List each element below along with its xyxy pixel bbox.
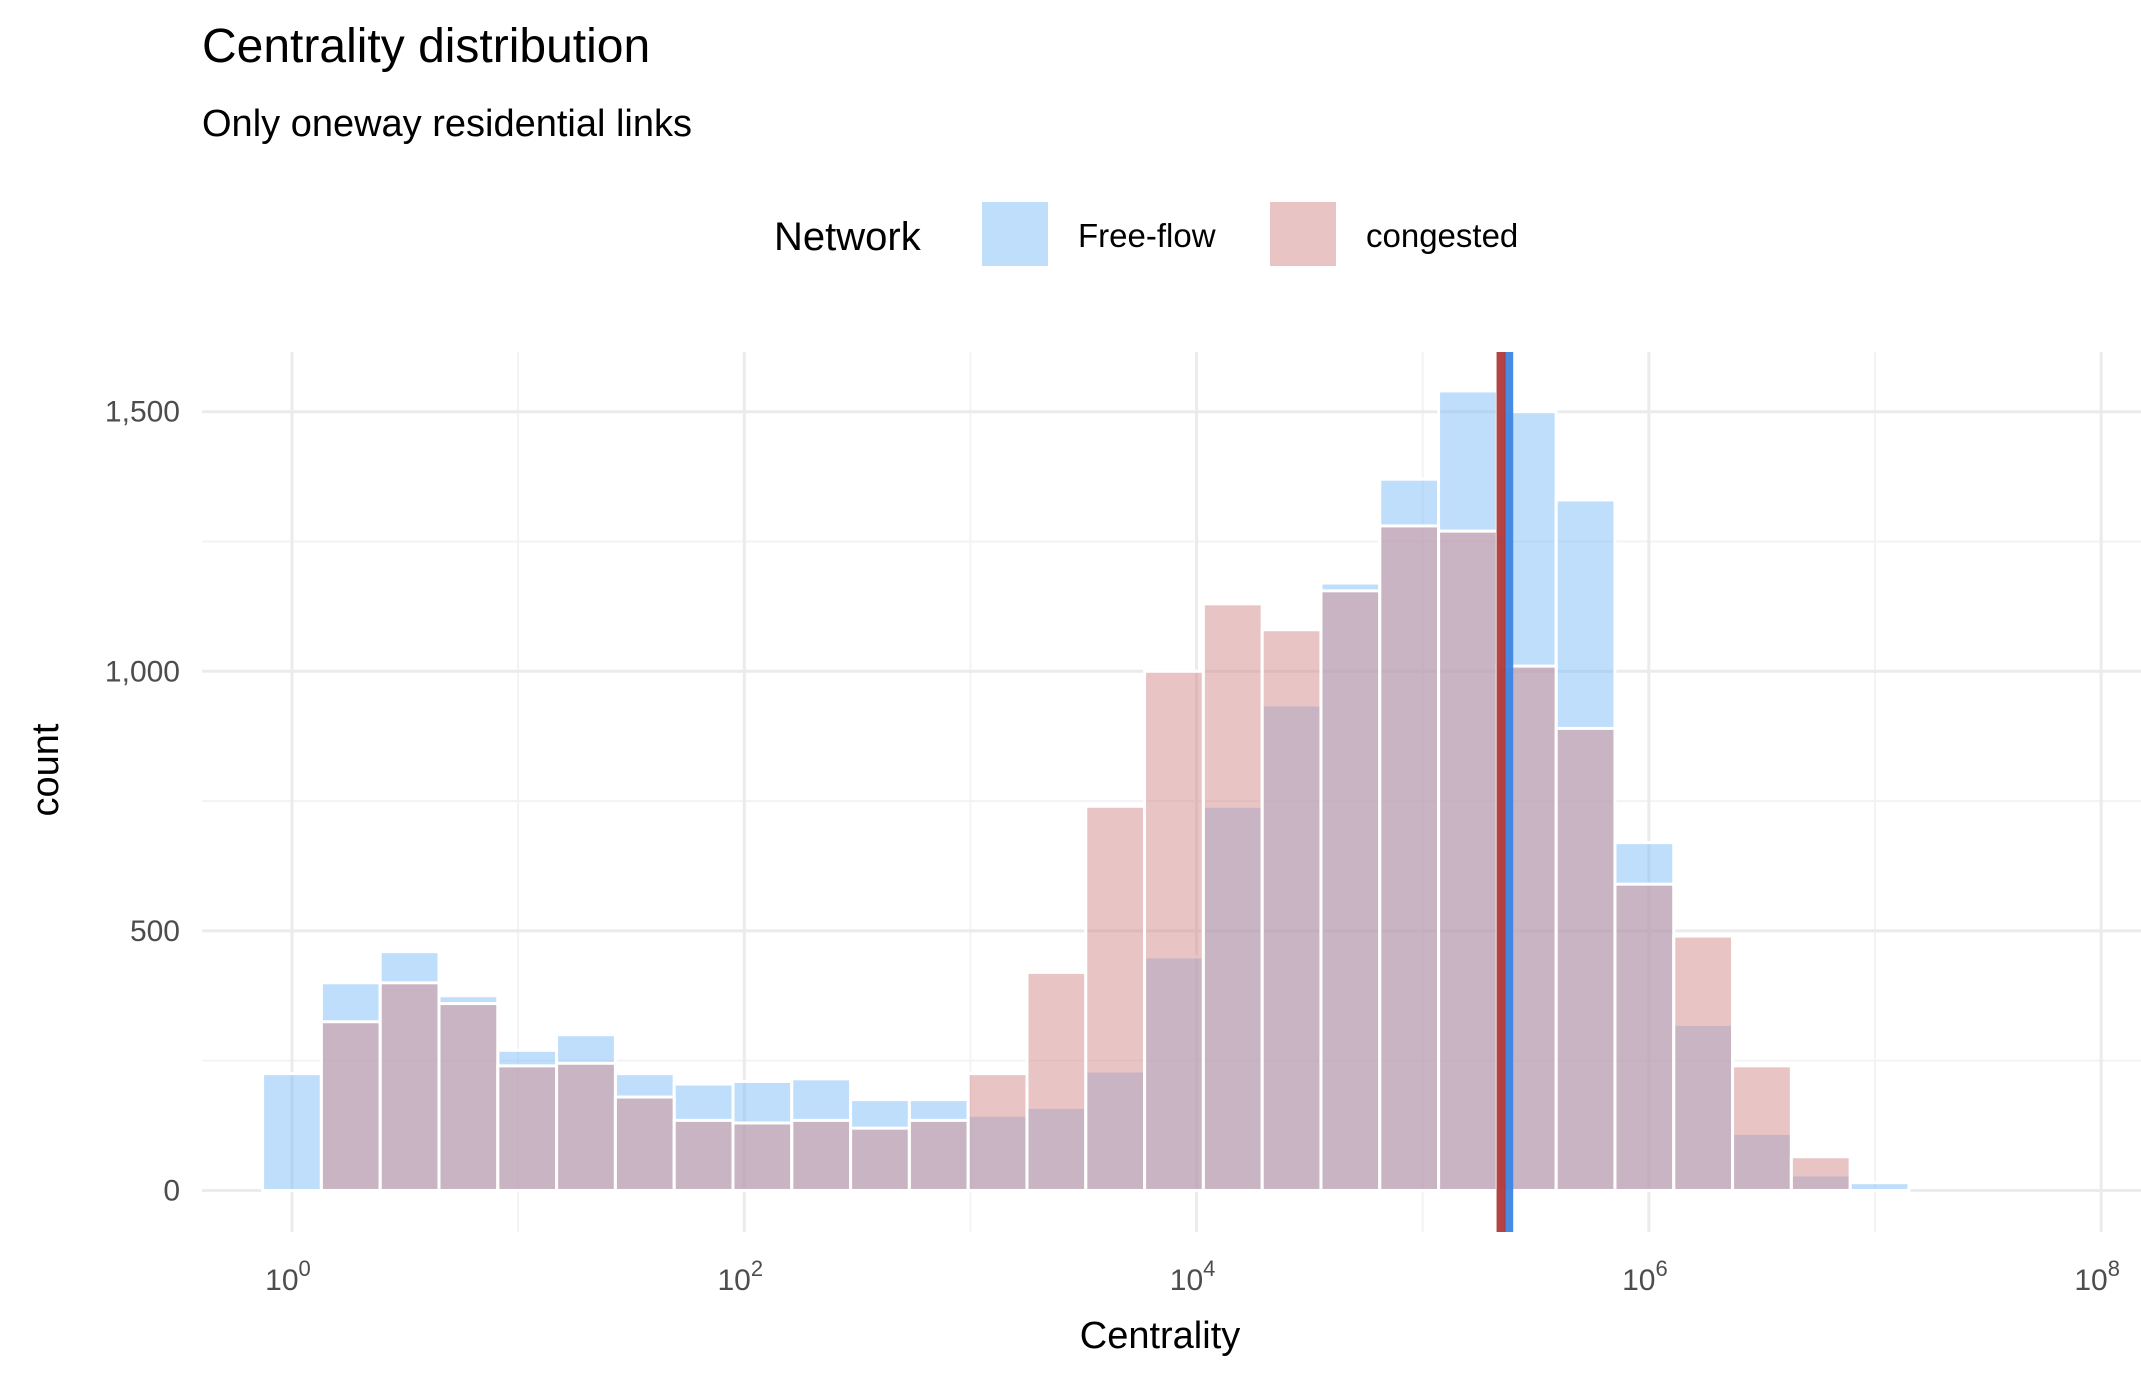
legend-label-congested: congested <box>1366 217 1518 254</box>
x-tick-labels: 100 102 104 106 108 <box>265 1256 2120 1297</box>
bar-congested <box>1613 882 1676 1192</box>
y-tick-label: 500 <box>130 915 180 948</box>
bar-congested <box>1672 934 1735 1192</box>
bar-congested <box>1378 524 1441 1192</box>
x-axis-title: Centrality <box>1080 1315 1241 1357</box>
y-tick-label: 1,000 <box>105 655 180 688</box>
bar-congested <box>1260 628 1323 1192</box>
bar-congested <box>672 1118 735 1192</box>
y-tick-label: 0 <box>163 1174 180 1207</box>
legend-title: Network <box>774 215 922 259</box>
bar-congested <box>1789 1155 1852 1192</box>
y-tick-label: 1,500 <box>105 396 180 429</box>
y-tick-labels: 0 500 1,000 1,500 <box>105 396 180 1208</box>
legend-key-free-flow <box>982 202 1048 266</box>
bar-congested <box>790 1118 853 1192</box>
bar-congested <box>1025 970 1088 1192</box>
bar-free-flow <box>1848 1181 1911 1192</box>
bar-congested <box>1554 726 1617 1192</box>
bar-congested <box>849 1126 911 1192</box>
x-tick-label: 100 <box>265 1256 311 1297</box>
y-axis-title: count <box>25 723 67 816</box>
bar-congested <box>378 981 441 1192</box>
bar-congested <box>731 1121 794 1192</box>
bar-congested <box>555 1061 617 1192</box>
x-tick-label: 102 <box>717 1256 763 1297</box>
bar-congested <box>1319 589 1382 1192</box>
x-tick-label: 106 <box>1622 1256 1668 1297</box>
bar-free-flow <box>261 1072 323 1192</box>
bar-congested <box>966 1072 1029 1192</box>
bar-congested <box>1731 1064 1793 1192</box>
x-tick-label: 104 <box>1170 1256 1216 1297</box>
legend-key-congested <box>1270 202 1336 266</box>
bar-congested <box>1437 529 1499 1192</box>
legend: Network Free-flow congested <box>774 202 1518 266</box>
bar-congested <box>613 1095 676 1192</box>
bar-congested <box>1084 804 1147 1192</box>
x-tick-label: 108 <box>2074 1256 2120 1297</box>
bar-congested <box>319 1020 382 1192</box>
vlines <box>1496 352 1514 1232</box>
bar-congested <box>907 1118 970 1192</box>
chart-title: Centrality distribution <box>202 20 650 73</box>
bar-congested <box>1201 602 1264 1192</box>
bar-congested <box>437 1002 500 1192</box>
legend-label-free-flow: Free-flow <box>1078 217 1216 254</box>
bar-congested <box>496 1064 559 1192</box>
chart-subtitle: Only oneway residential links <box>202 103 692 145</box>
bar-congested <box>1143 669 1205 1192</box>
